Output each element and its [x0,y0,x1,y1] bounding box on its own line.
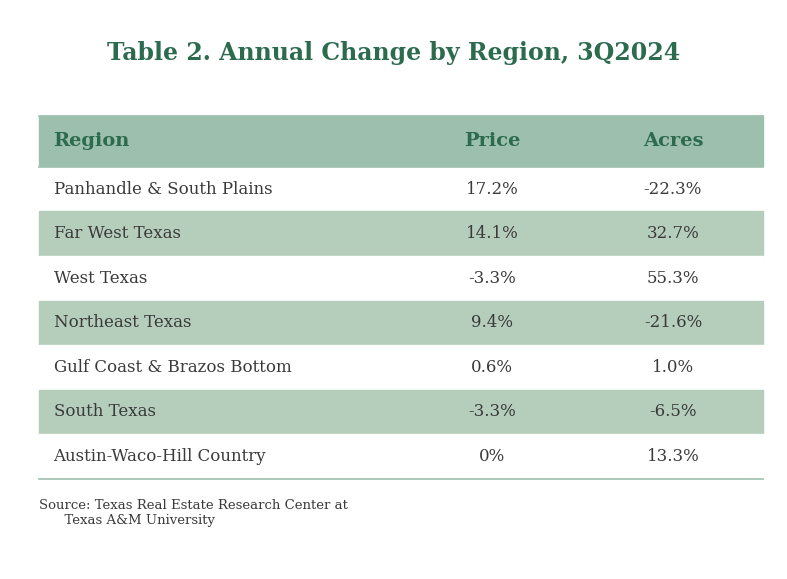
Bar [39,211,763,256]
Text: Table 2. Annual Change by Region, 3Q2024: Table 2. Annual Change by Region, 3Q2024 [107,41,680,64]
Text: 55.3%: 55.3% [647,270,699,287]
Text: Panhandle & South Plains: Panhandle & South Plains [54,181,272,197]
Text: 14.1%: 14.1% [465,225,519,242]
Text: -6.5%: -6.5% [649,404,696,420]
Text: West Texas: West Texas [54,270,147,287]
Bar [39,390,763,434]
Text: Region: Region [54,132,130,151]
Bar [39,345,763,390]
Text: 13.3%: 13.3% [646,448,700,465]
Text: 0%: 0% [478,448,505,465]
Text: -21.6%: -21.6% [644,314,702,331]
Bar [39,434,763,479]
Text: 32.7%: 32.7% [646,225,700,242]
Bar [39,301,763,345]
Text: Price: Price [464,132,520,151]
Text: Acres: Acres [643,132,703,151]
Text: -3.3%: -3.3% [468,404,515,420]
Text: -22.3%: -22.3% [644,181,702,197]
Text: Northeast Texas: Northeast Texas [54,314,191,331]
Text: Source: Texas Real Estate Research Center at
      Texas A&M University: Source: Texas Real Estate Research Cente… [39,499,348,527]
Bar [39,116,763,167]
Text: South Texas: South Texas [54,404,156,420]
Text: 1.0%: 1.0% [652,359,694,376]
Bar [39,167,763,211]
Text: -3.3%: -3.3% [468,270,515,287]
Text: 0.6%: 0.6% [471,359,513,376]
Text: Austin-Waco-Hill Country: Austin-Waco-Hill Country [54,448,266,465]
Text: Gulf Coast & Brazos Bottom: Gulf Coast & Brazos Bottom [54,359,291,376]
Text: Far West Texas: Far West Texas [54,225,180,242]
Text: 9.4%: 9.4% [471,314,513,331]
Text: 17.2%: 17.2% [465,181,519,197]
Bar [39,256,763,301]
